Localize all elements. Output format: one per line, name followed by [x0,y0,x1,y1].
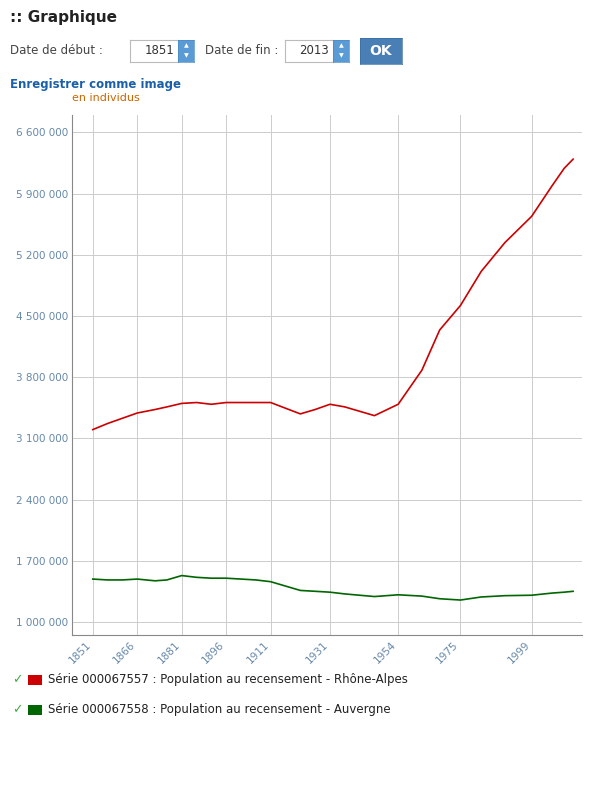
Text: ✓: ✓ [12,703,23,717]
Text: 1851: 1851 [144,44,174,58]
Text: :: Graphique: :: Graphique [10,10,117,25]
Text: ▼: ▼ [184,53,188,59]
Text: Série 000067557 : Population au recensement - Rhône-Alpes: Série 000067557 : Population au recensem… [48,673,408,687]
Text: ✓: ✓ [12,673,23,687]
Text: ▲: ▲ [184,44,188,48]
Text: en individus: en individus [72,93,139,103]
Text: Série 000067558 : Population au recensement - Auvergne: Série 000067558 : Population au recensem… [48,703,390,717]
Text: ▲: ▲ [339,44,343,48]
Text: ▼: ▼ [339,53,343,59]
Text: Date de début :: Date de début : [10,44,103,58]
Text: 2013: 2013 [299,44,329,58]
Text: OK: OK [370,44,392,58]
Text: Enregistrer comme image: Enregistrer comme image [10,78,181,91]
Text: Date de fin :: Date de fin : [205,44,278,58]
